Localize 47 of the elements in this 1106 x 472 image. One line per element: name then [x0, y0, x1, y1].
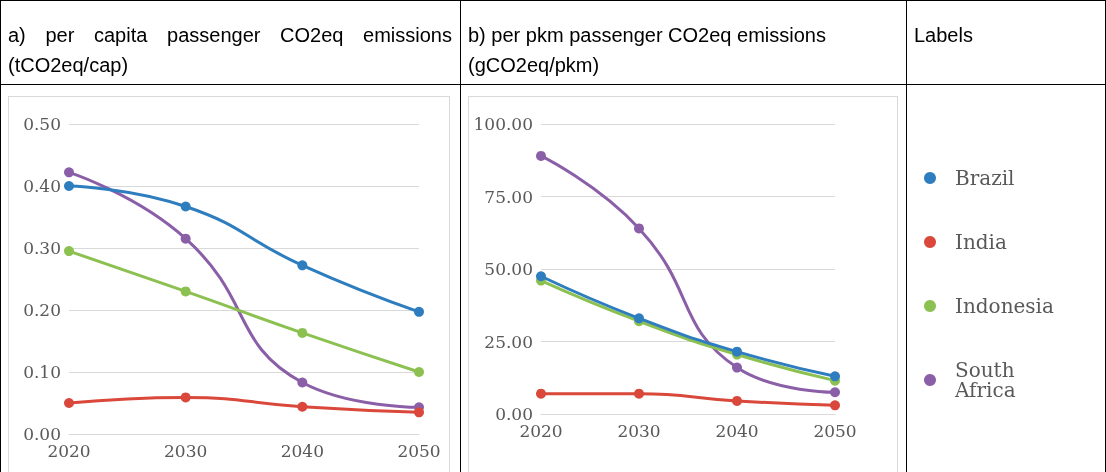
- point: [180, 392, 191, 403]
- point: [536, 150, 546, 161]
- legend-label: South Africa: [954, 358, 1016, 402]
- point: [830, 371, 840, 382]
- y-tick-label: 0.50: [23, 114, 61, 134]
- point: [180, 233, 191, 244]
- point: [830, 400, 840, 411]
- chart-title: b) per pkm passenger CO2eq emissions (gCO2eq/pkm): [468, 23, 827, 78]
- x-tick-label: 2040: [715, 420, 759, 441]
- point: [414, 367, 424, 377]
- y-tick-label: 0.20: [23, 300, 61, 320]
- point: [536, 271, 546, 282]
- point: [634, 223, 644, 234]
- point: [297, 401, 308, 412]
- point: [64, 181, 74, 191]
- x-tick-label: 2030: [164, 440, 208, 461]
- x-tick-label: 2040: [280, 440, 324, 461]
- x-tick-label: 2050: [813, 420, 857, 441]
- point: [732, 395, 742, 406]
- point: [297, 327, 308, 338]
- legend-label: India: [955, 230, 1007, 254]
- point: [64, 246, 74, 257]
- y-tick-label: 50.00: [484, 259, 533, 279]
- y-tick-label: 100.00: [473, 114, 533, 134]
- point: [634, 388, 644, 399]
- point: [297, 377, 308, 388]
- x-tick-label: 2050: [397, 440, 441, 461]
- point: [64, 398, 74, 408]
- y-tick-label: 0.40: [23, 176, 61, 196]
- point: [180, 286, 191, 297]
- point: [830, 387, 840, 398]
- chart-title: a) per capita passenger CO2eq emissions (tCO2eq/cap): [8, 23, 452, 78]
- legend-title: Labels: [914, 23, 974, 48]
- point: [414, 306, 424, 317]
- legend-label: Indonesia: [955, 294, 1054, 318]
- y-tick-label: 75.00: [484, 186, 533, 207]
- point: [414, 407, 424, 418]
- point: [297, 260, 308, 271]
- point: [64, 167, 74, 178]
- point: [536, 388, 546, 399]
- point: [732, 362, 742, 373]
- point: [180, 201, 191, 212]
- y-tick-label: 25.00: [484, 331, 533, 352]
- legend-label: Brazil: [955, 166, 1015, 190]
- y-tick-label: 0.30: [23, 238, 61, 258]
- y-tick-label: 0.10: [23, 362, 61, 382]
- x-tick-label: 2030: [617, 420, 661, 441]
